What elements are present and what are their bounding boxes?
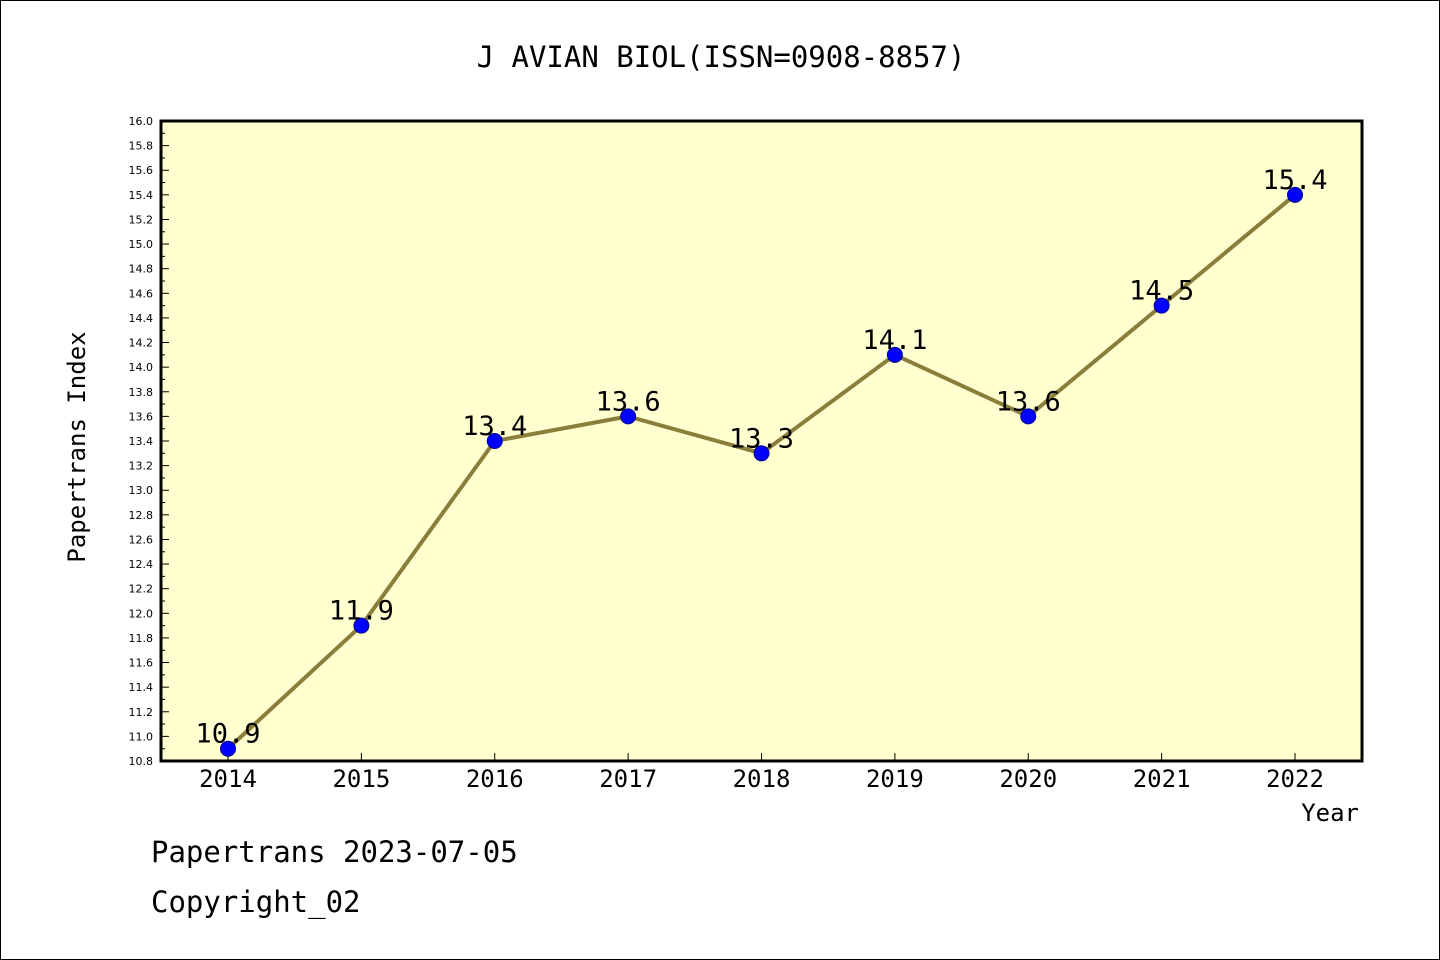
x-axis-label: Year	[1301, 799, 1359, 827]
y-tick-label: 16.0	[129, 115, 154, 128]
x-tick-label: 2018	[733, 765, 791, 793]
y-tick-label: 13.0	[129, 484, 154, 497]
x-tick-label: 2020	[999, 765, 1057, 793]
footer-copyright-text: Copyright_02	[151, 885, 361, 919]
y-tick-label: 11.6	[129, 657, 154, 670]
x-tick-label: 2021	[1133, 765, 1191, 793]
x-tick-label: 2015	[332, 765, 390, 793]
y-tick-label: 15.8	[129, 140, 154, 153]
plot-area	[159, 119, 1364, 763]
y-tick-label: 12.2	[129, 583, 154, 596]
series-layer: 10.9 11.9 13.4 13.6 13.3 14.1 13.6 14.5 15.4	[195, 165, 1328, 757]
data-label: 13.6	[596, 386, 661, 417]
data-label: 15.4	[1262, 165, 1327, 196]
data-label: 11.9	[329, 596, 394, 627]
x-tick-label: 2014	[199, 765, 257, 793]
data-label: 13.4	[462, 411, 527, 442]
data-label: 10.9	[195, 719, 260, 750]
data-point	[1153, 297, 1170, 314]
y-tick-label: 11.0	[129, 730, 154, 743]
y-tick-label: 13.8	[129, 386, 154, 399]
y-tick-label: 12.4	[129, 558, 154, 571]
x-tick-label: 2019	[866, 765, 924, 793]
y-tick-label: 14.4	[129, 312, 154, 325]
data-label: 13.3	[729, 423, 794, 454]
y-tick-label: 14.8	[129, 263, 154, 276]
data-label: 14.1	[862, 325, 927, 356]
y-tick-label: 15.4	[129, 189, 154, 202]
y-tick-label: 12.0	[129, 607, 154, 620]
y-axis-label: Papertrans Index	[63, 331, 91, 562]
y-tick-label: 15.6	[129, 164, 154, 177]
x-tick-label: 2017	[599, 765, 657, 793]
data-point	[1287, 186, 1303, 203]
data-label: 13.6	[996, 386, 1061, 417]
y-tick-label: 13.4	[129, 435, 154, 448]
data-label: 14.5	[1129, 276, 1194, 307]
x-axis: 2014 2015 2016 2017 2018 2019 2020 2021 2022	[199, 753, 1324, 793]
y-tick-label: 14.6	[129, 287, 154, 300]
y-tick-label: 13.2	[129, 460, 154, 473]
y-tick-label: 15.0	[129, 238, 154, 251]
y-tick-label: 15.2	[129, 213, 154, 226]
data-point	[753, 445, 770, 462]
chart-title: J AVIAN BIOL(ISSN=0908-8857)	[477, 40, 966, 74]
data-point	[353, 617, 370, 634]
y-tick-label: 11.8	[129, 632, 154, 645]
data-point	[620, 408, 637, 425]
data-point	[886, 346, 903, 363]
y-tick-label: 10.8	[129, 755, 154, 768]
data-point	[1020, 408, 1037, 425]
y-tick-label: 14.0	[129, 361, 154, 374]
x-tick-label: 2022	[1266, 765, 1324, 793]
data-point	[220, 740, 236, 757]
y-tick-label: 11.4	[129, 681, 154, 694]
footer-date-text: Papertrans 2023-07-05	[151, 835, 518, 869]
y-axis: 10.8 11.0 11.2 11.4 11.6 11.8 12.0 12.2 12.4 12.6…	[129, 115, 169, 768]
x-tick-label: 2016	[466, 765, 524, 793]
y-tick-label: 13.6	[129, 410, 154, 423]
y-tick-label: 11.2	[129, 706, 154, 719]
y-tick-label: 14.2	[129, 337, 154, 350]
data-point	[486, 433, 503, 449]
y-tick-label: 12.8	[129, 509, 154, 522]
y-tick-label: 12.6	[129, 533, 154, 546]
